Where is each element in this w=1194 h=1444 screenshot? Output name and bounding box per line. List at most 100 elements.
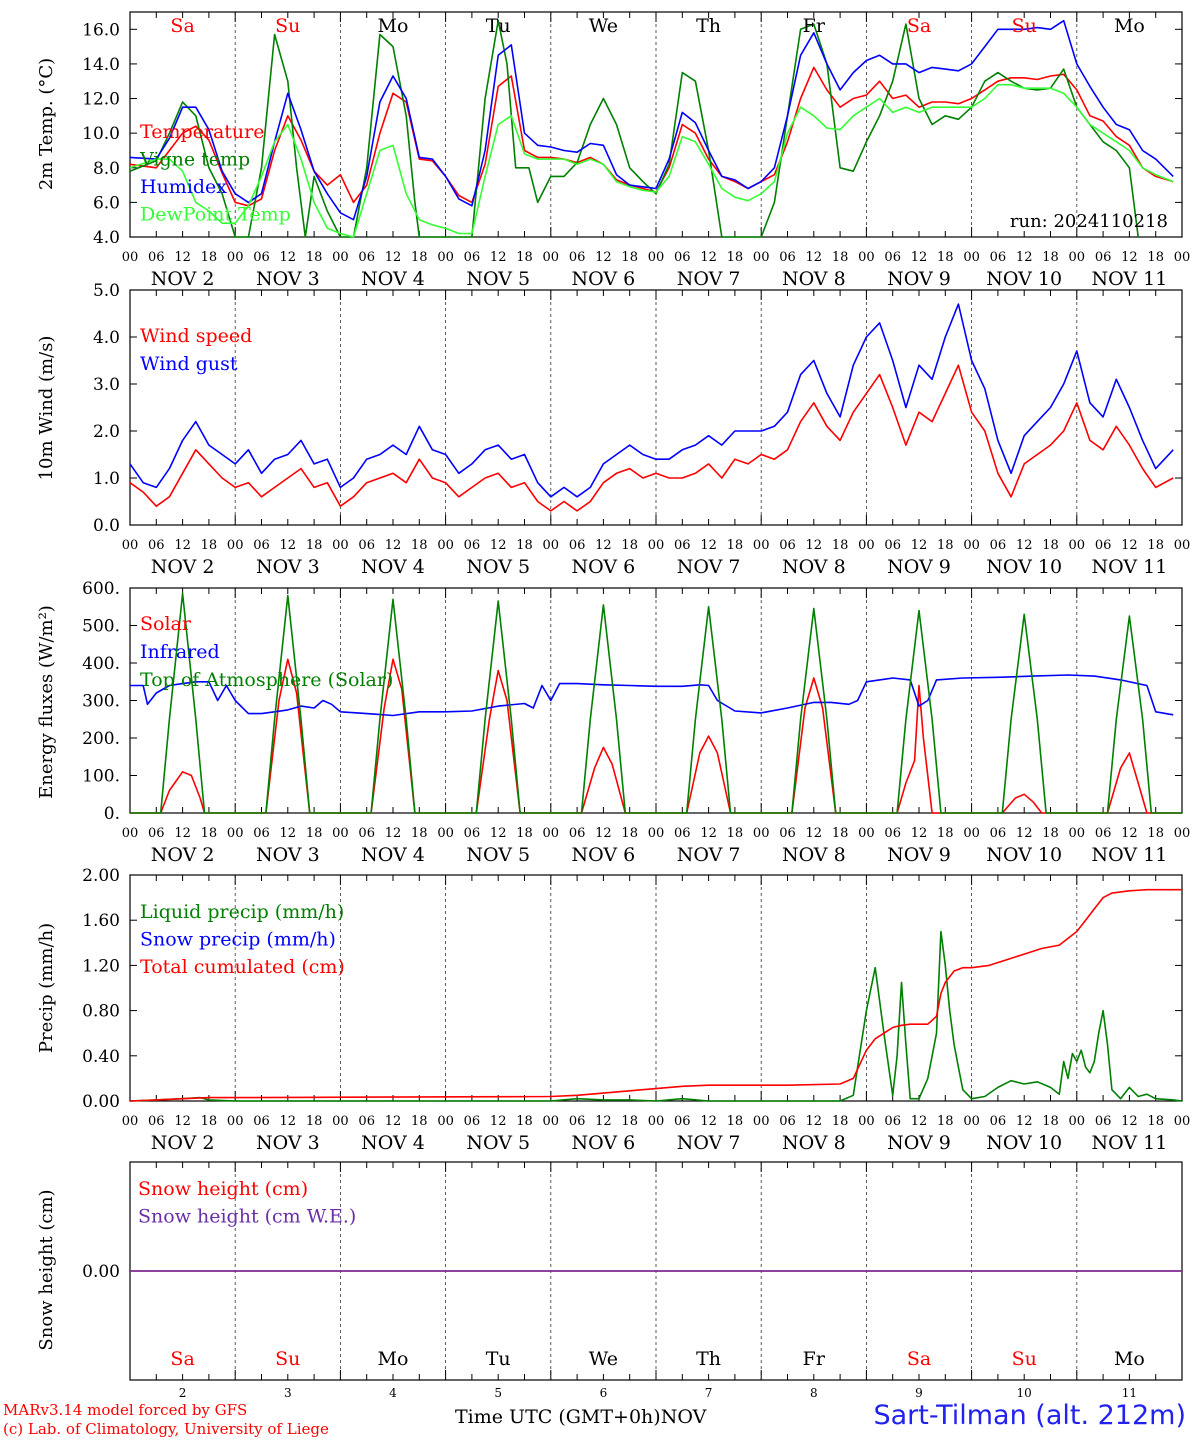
y-tick-label: 600. (82, 579, 120, 599)
y-tick-label: 14.0 (82, 55, 120, 75)
hour-tick-label: 12 (1121, 1114, 1138, 1129)
hour-tick-label: 12 (911, 538, 928, 553)
hour-tick-label: 12 (280, 826, 297, 841)
date-label: NOV 4 (361, 1132, 425, 1154)
hour-tick-label: 12 (280, 538, 297, 553)
day-number-label: 3 (284, 1386, 292, 1400)
hour-tick-label: 00 (753, 1114, 770, 1129)
hour-tick-label: 06 (779, 250, 796, 265)
date-label: NOV 7 (677, 556, 741, 578)
y-tick-label: 12.0 (82, 90, 120, 110)
hour-tick-label: 06 (674, 538, 691, 553)
hour-tick-label: 12 (174, 826, 191, 841)
hour-tick-label: 00 (122, 826, 139, 841)
date-label: NOV 4 (361, 268, 425, 290)
hour-tick-label: 12 (1016, 250, 1033, 265)
date-label: NOV 5 (466, 268, 530, 290)
hour-tick-label: 00 (122, 250, 139, 265)
weekday-label: Su (275, 1348, 300, 1370)
weekday-label: We (589, 15, 618, 37)
series-line (130, 674, 1174, 717)
hour-tick-label: 18 (727, 538, 744, 553)
hour-tick-label: 06 (148, 538, 165, 553)
weekday-label: Mo (378, 1348, 409, 1370)
date-label: NOV 6 (572, 844, 636, 866)
hour-tick-label: 18 (937, 538, 954, 553)
hour-tick-label: 00 (963, 538, 980, 553)
hour-tick-label: 12 (700, 538, 717, 553)
hour-tick-label: 18 (306, 1114, 323, 1129)
series-line (129, 66, 1174, 207)
y-axis-label: Energy fluxes (W/m²) (36, 605, 57, 799)
series-line (129, 19, 1174, 221)
legend-entry: Snow precip (mm/h) (140, 929, 336, 951)
hour-tick-label: 00 (858, 538, 875, 553)
y-tick-label: 0.00 (82, 1262, 120, 1282)
hour-tick-label: 00 (332, 250, 349, 265)
hour-tick-label: 18 (516, 826, 533, 841)
weekday-label: Tu (486, 1348, 511, 1370)
hour-tick-label: 00 (543, 538, 560, 553)
hour-tick-label: 00 (332, 1114, 349, 1129)
model-credit: MARv3.14 model forced by GFS (3, 1401, 248, 1419)
weekday-label: Th (696, 1348, 721, 1370)
legend-entry: Vigne temp (139, 149, 250, 171)
y-tick-label: 1.0 (93, 469, 120, 489)
month-label: NOV (660, 1406, 707, 1428)
hour-tick-label: 18 (832, 826, 849, 841)
hour-tick-label: 00 (227, 538, 244, 553)
hour-tick-label: 06 (148, 250, 165, 265)
y-tick-label: 2.0 (93, 422, 120, 442)
legend-entry: Top of Atmosphere (Solar) (140, 669, 393, 691)
hour-tick-label: 00 (753, 250, 770, 265)
hour-tick-label: 18 (516, 538, 533, 553)
y-tick-label: 1.60 (82, 911, 120, 931)
day-number-label: 8 (810, 1386, 818, 1400)
hour-tick-label: 12 (490, 1114, 507, 1129)
hour-tick-label: 06 (358, 826, 375, 841)
date-label: NOV 8 (782, 556, 846, 578)
y-tick-label: 1.20 (82, 956, 120, 976)
hour-tick-label: 06 (674, 250, 691, 265)
plot-frame (129, 587, 1183, 814)
y-axis-label: Precip (mm/h) (36, 923, 57, 1053)
weekday-label: We (589, 1348, 618, 1370)
series-line (129, 930, 1183, 1102)
weekday-label: Th (696, 15, 721, 37)
y-tick-label: 0.80 (82, 1002, 120, 1022)
date-label: NOV 9 (887, 844, 951, 866)
date-label: NOV 2 (151, 556, 215, 578)
series-line (130, 592, 1182, 814)
legend-entry: Wind gust (140, 353, 238, 375)
date-label: NOV 9 (887, 556, 951, 578)
hour-tick-label: 18 (306, 250, 323, 265)
hour-tick-label: 12 (490, 826, 507, 841)
hour-tick-label: 06 (779, 826, 796, 841)
date-label: NOV 3 (256, 556, 320, 578)
hour-tick-label: 00 (648, 826, 665, 841)
hour-tick-label: 18 (516, 250, 533, 265)
y-tick-label: 8.0 (93, 159, 120, 179)
y-tick-label: 300. (82, 692, 120, 712)
hour-tick-label: 00 (437, 250, 454, 265)
date-label: NOV 11 (1091, 1132, 1167, 1154)
hour-tick-label: 18 (411, 250, 428, 265)
date-label: NOV 7 (677, 1132, 741, 1154)
date-label: NOV 11 (1091, 844, 1167, 866)
hour-tick-label: 00 (1174, 250, 1191, 265)
y-tick-label: 100. (82, 767, 120, 787)
hour-tick-label: 00 (1069, 1114, 1086, 1129)
station-name: Sart-Tilman (alt. 212m) (873, 1400, 1186, 1431)
legend-entry: DewPoint Temp (140, 204, 291, 226)
hour-tick-label: 06 (148, 1114, 165, 1129)
hour-tick-label: 00 (437, 826, 454, 841)
hour-tick-label: 12 (385, 538, 402, 553)
hour-tick-label: 06 (990, 538, 1007, 553)
hour-tick-label: 06 (884, 1114, 901, 1129)
hour-tick-label: 06 (464, 250, 481, 265)
weekday-label: Sa (170, 1348, 194, 1370)
weekday-label: Su (1012, 1348, 1037, 1370)
hour-tick-label: 00 (963, 1114, 980, 1129)
hour-tick-label: 06 (1095, 1114, 1112, 1129)
date-label: NOV 10 (986, 844, 1062, 866)
